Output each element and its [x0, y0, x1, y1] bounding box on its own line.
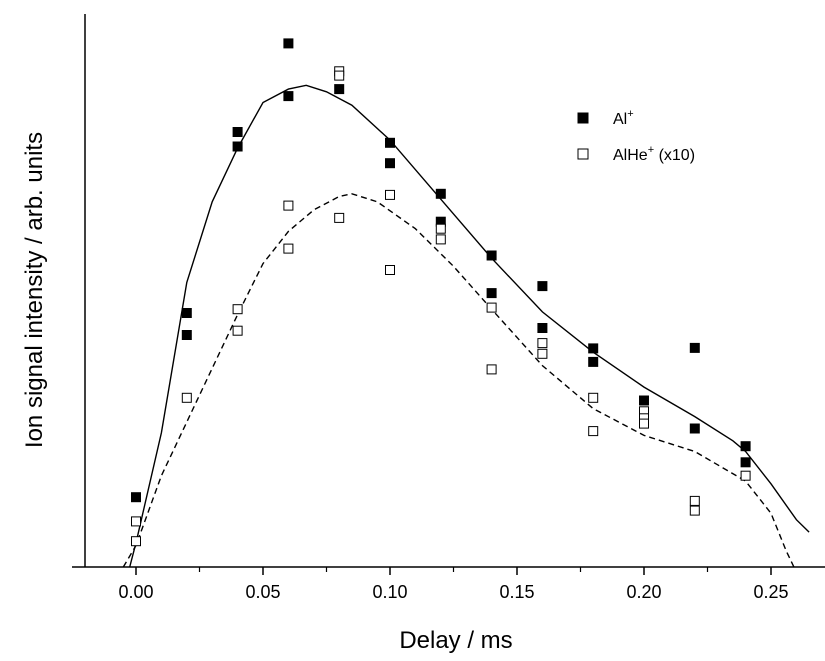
fit-lines: [122, 84, 810, 567]
marker-alhe: [131, 536, 141, 547]
marker-alhe: [131, 516, 141, 527]
marker-alhe: [385, 265, 395, 275]
marker-al: [588, 343, 599, 354]
data-markers: [131, 38, 751, 547]
marker-alhe: [334, 212, 345, 223]
x-tick-label: 0.25: [753, 582, 788, 602]
marker-al: [181, 330, 192, 340]
marker-al: [283, 91, 294, 102]
marker-al: [740, 441, 751, 452]
marker-al: [740, 457, 751, 468]
marker-al: [689, 342, 700, 353]
marker-alhe: [588, 392, 599, 403]
marker-al: [131, 492, 141, 503]
marker-al: [385, 137, 395, 148]
marker-alhe: [537, 338, 548, 349]
marker-al: [232, 141, 243, 152]
marker-al: [486, 288, 497, 299]
marker-al: [283, 38, 294, 49]
marker-alhe: [689, 505, 700, 516]
marker-alhe: [486, 302, 497, 313]
legend-marker-al: [577, 112, 589, 124]
x-tick-labels: 0.00 0.05 0.10 0.15 0.20 0.25: [118, 582, 788, 602]
marker-alhe: [588, 426, 599, 437]
marker-alhe: [232, 304, 243, 315]
marker-al: [537, 323, 548, 333]
marker-al: [334, 84, 345, 95]
legend: Al+ AlHe+ (x10): [577, 108, 695, 164]
legend-marker-alhe: [577, 148, 589, 160]
x-tick-label: 0.10: [372, 582, 407, 602]
x-tick-label: 0.20: [626, 582, 661, 602]
marker-al: [181, 308, 192, 318]
marker-al: [639, 395, 649, 406]
marker-alhe: [435, 234, 446, 245]
marker-alhe: [283, 243, 294, 254]
marker-al: [486, 250, 497, 261]
marker-alhe: [181, 392, 192, 403]
marker-al: [689, 423, 700, 434]
marker-alhe: [740, 470, 751, 481]
marker-alhe: [689, 495, 700, 506]
x-ticks: [135, 567, 772, 575]
marker-al: [537, 281, 548, 292]
marker-al: [588, 356, 599, 367]
marker-al: [435, 188, 446, 199]
marker-alhe: [334, 70, 345, 81]
marker-alhe: [385, 189, 395, 200]
x-tick-label: 0.05: [245, 582, 280, 602]
marker-alhe: [232, 325, 243, 336]
marker-alhe: [283, 200, 294, 211]
x-tick-label: 0.15: [499, 582, 534, 602]
marker-al: [385, 158, 395, 169]
marker-al: [232, 127, 243, 137]
marker-alhe: [435, 223, 446, 234]
marker-alhe: [639, 418, 649, 429]
legend-label-al: Al+: [613, 108, 634, 128]
marker-alhe: [537, 348, 548, 359]
marker-alhe: [486, 364, 497, 375]
y-axis-title: Ion signal intensity / arb. units: [21, 132, 48, 448]
x-tick-label: 0.00: [118, 582, 153, 602]
legend-label-alhe: AlHe+ (x10): [613, 144, 695, 164]
x-axis-title: Delay / ms: [399, 627, 512, 654]
